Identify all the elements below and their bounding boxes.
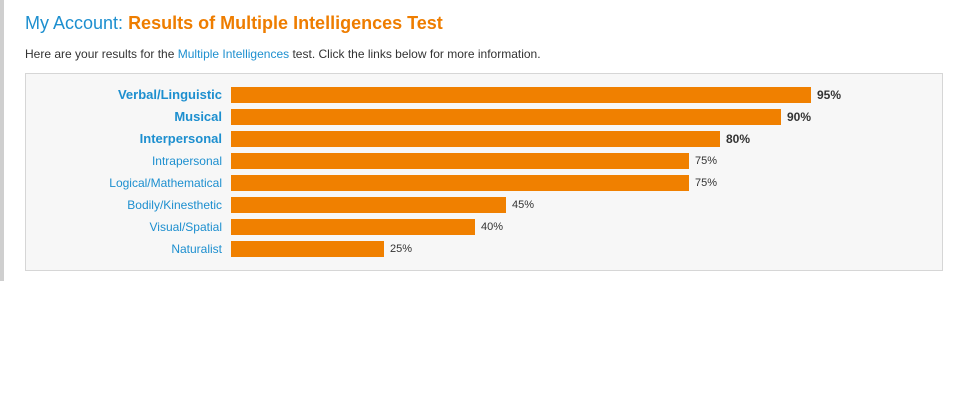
result-row: Visual/Spatial 40% xyxy=(26,219,942,235)
result-bar xyxy=(231,153,689,169)
result-row: Interpersonal 80% xyxy=(26,131,942,147)
result-percent: 40% xyxy=(481,221,504,233)
result-row: Naturalist 25% xyxy=(26,241,942,257)
result-bar xyxy=(231,87,811,103)
result-label-link[interactable]: Visual/Spatial xyxy=(149,220,223,234)
result-percent: 95% xyxy=(817,88,842,102)
result-label-link[interactable]: Logical/Mathematical xyxy=(109,176,222,190)
left-border-rule xyxy=(0,0,4,281)
intro-after-link: test. Click the links below for more inf… xyxy=(289,47,541,61)
multiple-intelligences-link[interactable]: Multiple Intelligences xyxy=(177,47,290,61)
result-bar xyxy=(231,175,689,191)
result-label-link[interactable]: Intrapersonal xyxy=(151,154,222,168)
result-bar xyxy=(231,219,475,235)
intro-before-link: Here are your results for the xyxy=(25,47,178,61)
result-percent: 75% xyxy=(695,155,718,167)
result-row: Verbal/Linguistic 95% xyxy=(26,87,942,103)
result-row: Musical 90% xyxy=(26,109,942,125)
page-title: My Account: Results of Multiple Intellig… xyxy=(25,12,443,34)
result-label-link[interactable]: Musical xyxy=(174,109,222,124)
result-label-link[interactable]: Verbal/Linguistic xyxy=(117,87,222,102)
result-bar xyxy=(231,109,781,125)
results-panel: Verbal/Linguistic 95% Musical 90% Interperso… xyxy=(25,73,943,271)
result-percent: 80% xyxy=(726,132,751,146)
result-row: Logical/Mathematical 75% xyxy=(26,175,942,191)
result-percent: 90% xyxy=(787,110,812,124)
title-main: Results of Multiple Intelligences Test xyxy=(128,13,443,33)
result-label-link[interactable]: Interpersonal xyxy=(139,131,222,146)
result-bar xyxy=(231,131,720,147)
result-bar xyxy=(231,241,384,257)
result-percent: 45% xyxy=(512,199,535,211)
result-percent: 25% xyxy=(390,243,413,255)
result-label-link[interactable]: Bodily/Kinesthetic xyxy=(127,198,222,212)
title-prefix: My Account: xyxy=(25,13,124,33)
result-bar xyxy=(231,197,506,213)
result-row: Bodily/Kinesthetic 45% xyxy=(26,197,942,213)
result-label-link[interactable]: Naturalist xyxy=(171,242,222,256)
intro-text: Here are your results for the Multiple I… xyxy=(25,46,541,62)
result-row: Intrapersonal 75% xyxy=(26,153,942,169)
result-percent: 75% xyxy=(695,177,718,189)
